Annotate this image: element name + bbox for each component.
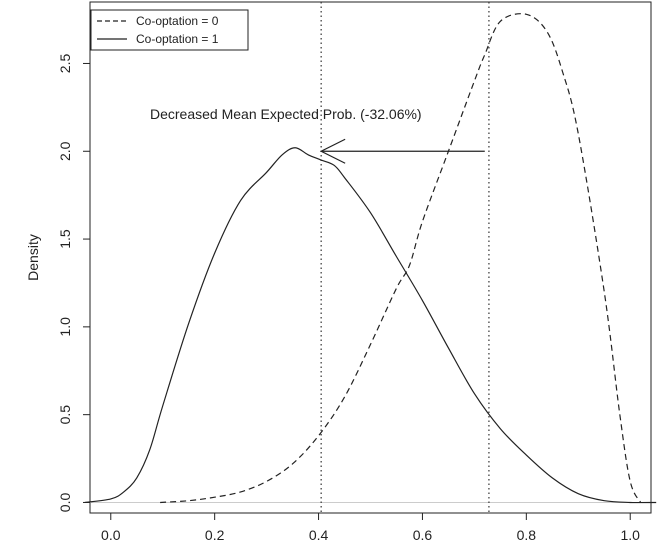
annotation: Decreased Mean Expected Prob. (-32.06%)	[150, 106, 485, 164]
x-tick-label: 0.4	[309, 527, 329, 543]
legend: Co-optation = 0 Co-optation = 1	[90, 9, 249, 51]
annotation-text: Decreased Mean Expected Prob. (-32.06%)	[150, 106, 422, 122]
x-tick-label: 0.6	[413, 527, 433, 543]
y-axis-label: Density	[25, 234, 41, 281]
y-tick-label: 1.0	[57, 317, 73, 337]
x-tick-label: 1.0	[620, 527, 640, 543]
y-tick-label: 2.5	[57, 54, 73, 74]
y-tick-label: 1.5	[57, 229, 73, 249]
annotation-arrowhead	[319, 138, 346, 164]
legend-box	[90, 9, 249, 51]
series-lines	[84, 13, 657, 504]
y-tick-label: 2.0	[57, 141, 73, 161]
legend-label-series-0: Co-optation = 0	[136, 14, 219, 28]
density-line-series-1	[84, 147, 657, 504]
y-tick-label: 0.0	[57, 493, 73, 513]
density-line-series-0	[160, 13, 642, 504]
x-tick-label: 0.0	[101, 527, 121, 543]
y-tick-label: 0.5	[57, 405, 73, 425]
x-tick-label: 0.8	[517, 527, 537, 543]
axes: 0.0 0.2 0.4 0.6 0.8 1.0 0.0 0.5 1.0 1.5 2.0 2.5 Dens…	[25, 1, 652, 543]
legend-label-series-1: Co-optation = 1	[136, 32, 219, 46]
x-tick-label: 0.2	[205, 527, 225, 543]
plot-frame	[89, 1, 652, 514]
reference-lines	[320, 2, 490, 513]
